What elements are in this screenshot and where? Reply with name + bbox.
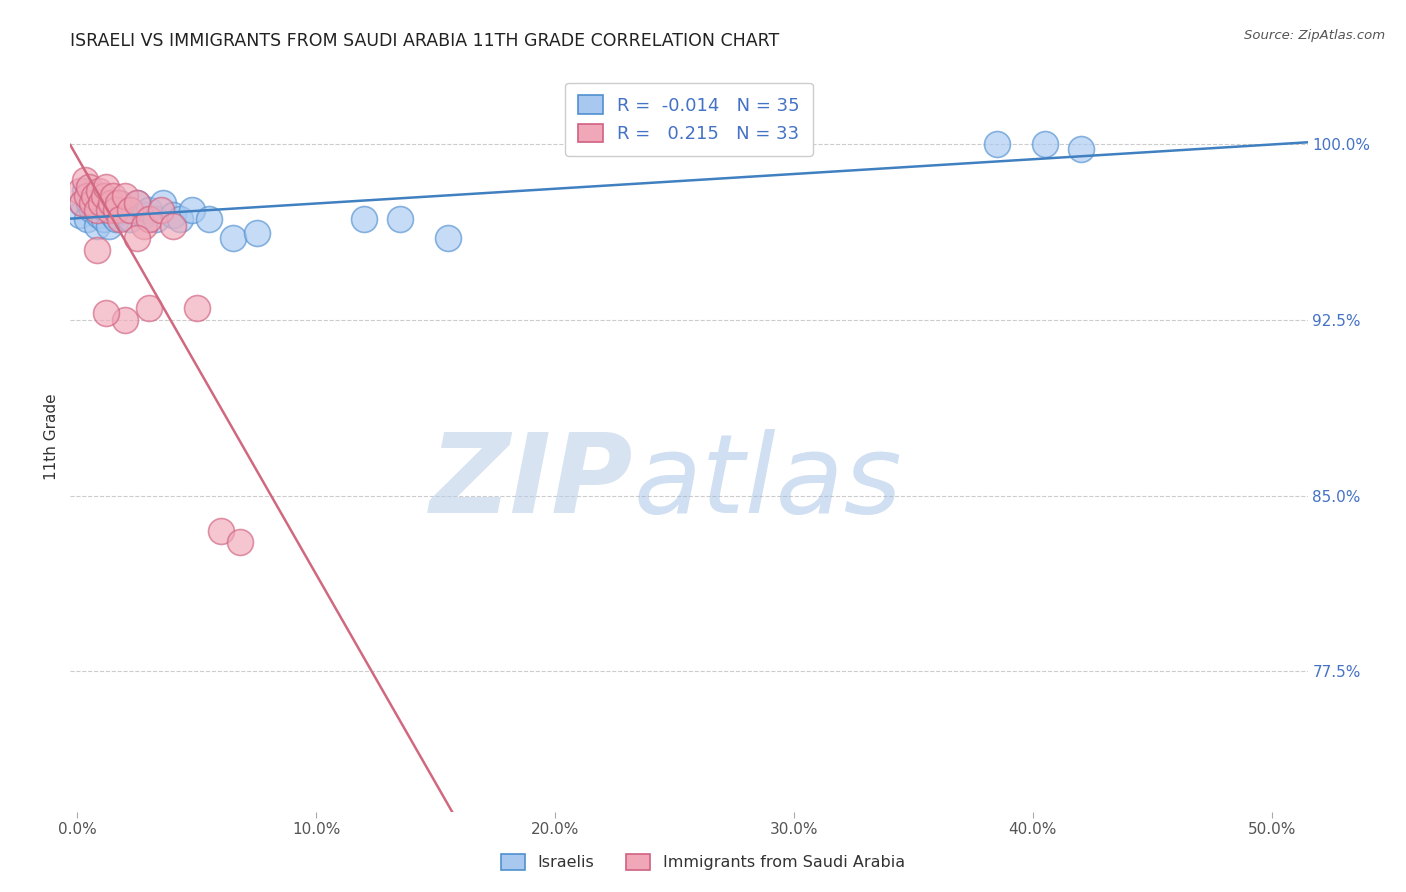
- Point: [76, 189, 98, 203]
- Point: [94, 179, 117, 194]
- Point: [70, 195, 93, 210]
- Point: [86, 243, 108, 257]
- Point: [127, 231, 149, 245]
- Point: [94, 202, 117, 217]
- Point: [87, 208, 110, 222]
- Point: [114, 313, 136, 327]
- Point: [118, 202, 141, 217]
- Point: [162, 219, 184, 234]
- Point: [986, 137, 1008, 152]
- Point: [93, 212, 115, 227]
- Point: [83, 189, 105, 203]
- Point: [79, 195, 101, 210]
- Point: [80, 195, 103, 210]
- Point: [138, 212, 160, 227]
- Point: [70, 195, 93, 210]
- Point: [104, 202, 127, 217]
- Text: Source: ZipAtlas.com: Source: ZipAtlas.com: [1244, 29, 1385, 42]
- Point: [138, 301, 160, 316]
- Point: [103, 189, 125, 203]
- Point: [186, 301, 208, 316]
- Point: [127, 195, 149, 210]
- Point: [127, 195, 149, 210]
- Legend: R =  -0.014   N = 35, R =   0.215   N = 33: R = -0.014 N = 35, R = 0.215 N = 33: [565, 83, 813, 156]
- Point: [107, 195, 129, 210]
- Point: [222, 231, 245, 245]
- Legend: Israelis, Immigrants from Saudi Arabia: Israelis, Immigrants from Saudi Arabia: [495, 847, 911, 877]
- Point: [150, 202, 173, 217]
- Point: [1033, 137, 1056, 152]
- Point: [97, 219, 120, 234]
- Point: [97, 202, 120, 217]
- Point: [83, 189, 105, 203]
- Point: [73, 184, 96, 198]
- Point: [76, 212, 98, 227]
- Point: [388, 212, 411, 227]
- Point: [209, 524, 232, 538]
- Point: [353, 212, 375, 227]
- Text: ZIP: ZIP: [430, 428, 633, 535]
- Point: [1070, 142, 1092, 156]
- Point: [79, 179, 101, 194]
- Point: [73, 172, 96, 186]
- Point: [169, 212, 191, 227]
- Point: [134, 208, 156, 222]
- Point: [198, 212, 221, 227]
- Point: [436, 231, 458, 245]
- Point: [100, 195, 122, 210]
- Point: [110, 212, 132, 227]
- Point: [110, 195, 132, 210]
- Point: [103, 208, 125, 222]
- Point: [181, 202, 204, 217]
- Point: [246, 227, 269, 241]
- Point: [104, 212, 127, 227]
- Point: [162, 208, 184, 222]
- Point: [80, 202, 103, 217]
- Text: ISRAELI VS IMMIGRANTS FROM SAUDI ARABIA 11TH GRADE CORRELATION CHART: ISRAELI VS IMMIGRANTS FROM SAUDI ARABIA …: [70, 32, 779, 50]
- Point: [90, 195, 112, 210]
- Point: [145, 212, 167, 227]
- Point: [69, 184, 91, 198]
- Point: [69, 208, 91, 222]
- Point: [86, 202, 108, 217]
- Point: [118, 212, 141, 227]
- Point: [114, 202, 136, 217]
- Point: [152, 195, 174, 210]
- Point: [86, 219, 108, 234]
- Text: atlas: atlas: [633, 428, 901, 535]
- Point: [94, 306, 117, 320]
- Y-axis label: 11th Grade: 11th Grade: [44, 393, 59, 481]
- Point: [134, 219, 156, 234]
- Point: [93, 189, 115, 203]
- Point: [90, 195, 112, 210]
- Point: [138, 202, 160, 217]
- Point: [114, 189, 136, 203]
- Point: [87, 184, 110, 198]
- Point: [229, 535, 252, 549]
